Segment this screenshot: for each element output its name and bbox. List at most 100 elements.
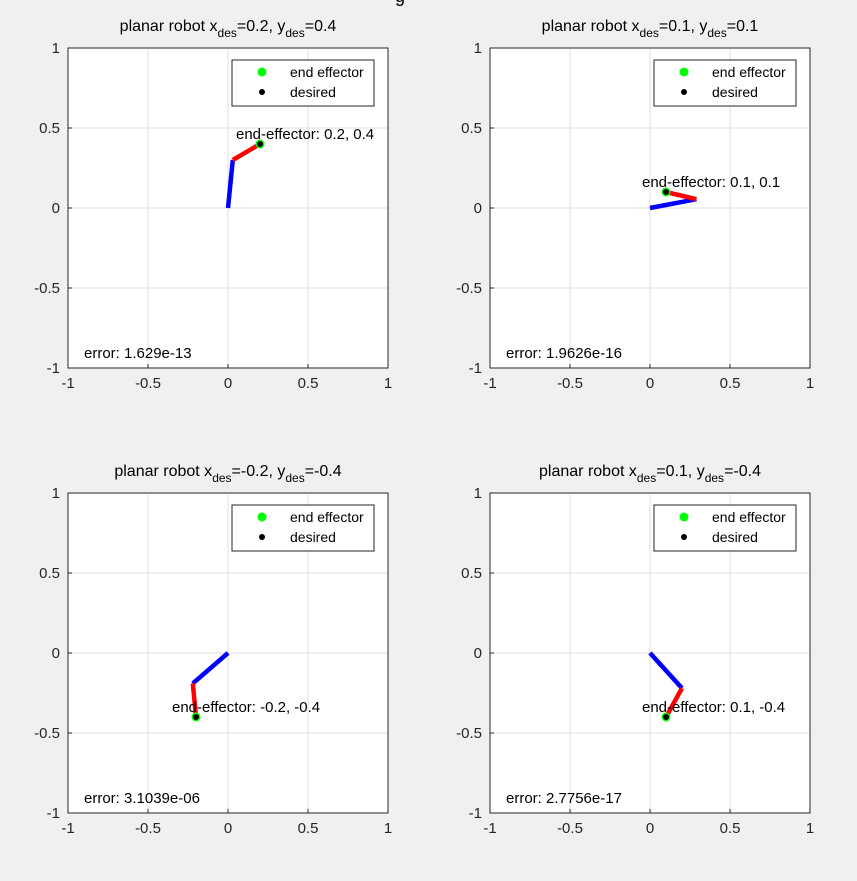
title-subscript: des bbox=[637, 471, 656, 485]
series-link2 bbox=[231, 142, 262, 162]
title-subscript: des bbox=[285, 471, 304, 485]
subplot-4: -1 -0.5 0 0.5 1 -1 -0.5 0 0.5 1 end-effector: 0.1,… bbox=[456, 463, 814, 837]
legend-box bbox=[231, 504, 375, 552]
series-link1 bbox=[648, 651, 684, 690]
y-tick-label: 1 bbox=[474, 40, 482, 57]
y-tick-label: 1 bbox=[52, 40, 60, 57]
legend: end effector desired bbox=[231, 59, 375, 107]
y-tick-label: 1 bbox=[474, 485, 482, 502]
end-effector-annotation: end-effector: 0.1, 0.1 bbox=[642, 174, 780, 191]
x-tick-label: 1 bbox=[806, 375, 814, 392]
y-tick-label: -0.5 bbox=[34, 725, 60, 742]
x-tick-label: -0.5 bbox=[135, 375, 161, 392]
series-link1 bbox=[225, 159, 236, 209]
legend-box bbox=[653, 504, 797, 552]
legend: end effector desired bbox=[653, 59, 797, 107]
title-part: =0.1, y bbox=[659, 18, 707, 35]
y-tick-label: -0.5 bbox=[34, 280, 60, 297]
subplot-title: planar robot xdes=0.1, ydes=0.1 bbox=[542, 18, 759, 40]
desired-marker bbox=[257, 141, 263, 147]
x-tick-label: 0 bbox=[646, 375, 654, 392]
title-part: =-0.4 bbox=[305, 463, 342, 480]
title-part: =0.1 bbox=[727, 18, 759, 35]
legend-entry-desired: desired bbox=[712, 529, 758, 545]
error-label: error: 2.7756e-17 bbox=[506, 790, 622, 807]
x-tick-label: 0.5 bbox=[720, 375, 741, 392]
legend-box bbox=[653, 59, 797, 107]
series-link2 bbox=[664, 687, 684, 719]
legend-entry-desired: desired bbox=[712, 84, 758, 100]
title-subscript: des bbox=[705, 471, 724, 485]
series-link2 bbox=[190, 683, 199, 718]
y-tick-label: 0.5 bbox=[39, 565, 60, 582]
legend-end-effector-icon bbox=[679, 512, 689, 522]
legend-box bbox=[231, 59, 375, 107]
x-tick-label: -0.5 bbox=[557, 820, 583, 837]
title-part: planar robot x bbox=[120, 18, 218, 35]
y-tick-label: 0.5 bbox=[461, 120, 482, 137]
y-tick-label: 0 bbox=[52, 645, 60, 662]
title-part: =0.2, y bbox=[237, 18, 285, 35]
series-link1 bbox=[191, 651, 230, 686]
subplot-title: planar robot xdes=0.2, ydes=0.4 bbox=[120, 18, 337, 40]
series-link1 bbox=[649, 196, 697, 211]
legend-entry-end-effector: end effector bbox=[290, 509, 364, 525]
y-tick-label: -1 bbox=[469, 805, 482, 822]
y-tick-label: -0.5 bbox=[456, 725, 482, 742]
legend-entry-desired: desired bbox=[290, 529, 336, 545]
y-tick-label: 0.5 bbox=[461, 565, 482, 582]
end-effector-annotation: end-effector: 0.2, 0.4 bbox=[236, 126, 374, 143]
title-part: =0.4 bbox=[305, 18, 337, 35]
x-tick-label: -0.5 bbox=[557, 375, 583, 392]
x-tick-label: -1 bbox=[483, 375, 496, 392]
legend-entry-end-effector: end effector bbox=[712, 64, 786, 80]
x-tick-label: -0.5 bbox=[135, 820, 161, 837]
title-part: =-0.4 bbox=[724, 463, 761, 480]
error-label: error: 1.9626e-16 bbox=[506, 345, 622, 362]
legend-desired-icon bbox=[681, 534, 687, 540]
x-tick-label: 1 bbox=[384, 375, 392, 392]
title-part: planar robot x bbox=[542, 18, 640, 35]
y-tick-label: -1 bbox=[47, 360, 60, 377]
legend-desired-icon bbox=[259, 89, 265, 95]
legend-end-effector-icon bbox=[679, 67, 689, 77]
legend: end effector desired bbox=[653, 504, 797, 552]
x-tick-label: 0.5 bbox=[298, 375, 319, 392]
x-tick-label: -1 bbox=[61, 820, 74, 837]
y-tick-label: -1 bbox=[47, 805, 60, 822]
subplot-1: -1 -0.5 0 0.5 1 -1 -0.5 0 0.5 1 end-effector: 0.2,… bbox=[34, 18, 392, 392]
legend-end-effector-icon bbox=[257, 67, 267, 77]
legend-entry-end-effector: end effector bbox=[712, 509, 786, 525]
desired-marker bbox=[663, 189, 669, 195]
title-subscript: des bbox=[707, 26, 726, 40]
legend-entry-desired: desired bbox=[290, 84, 336, 100]
title-part: planar robot x bbox=[539, 463, 637, 480]
x-tick-label: 0.5 bbox=[720, 820, 741, 837]
title-subscript: des bbox=[218, 26, 237, 40]
x-tick-label: -1 bbox=[483, 820, 496, 837]
x-tick-label: 1 bbox=[384, 820, 392, 837]
x-tick-label: 0 bbox=[646, 820, 654, 837]
title-subscript: des bbox=[212, 471, 231, 485]
subplot-3: -1 -0.5 0 0.5 1 -1 -0.5 0 0.5 1 end-effector: -0.2… bbox=[34, 463, 392, 837]
x-tick-label: 0.5 bbox=[298, 820, 319, 837]
subplot-title: planar robot xdes=-0.2, ydes=-0.4 bbox=[114, 463, 341, 485]
subplot-title: planar robot xdes=0.1, ydes=-0.4 bbox=[539, 463, 761, 485]
title-subscript: des bbox=[285, 26, 304, 40]
y-tick-label: -1 bbox=[469, 360, 482, 377]
title-subscript: des bbox=[640, 26, 659, 40]
x-tick-label: 1 bbox=[806, 820, 814, 837]
legend-end-effector-icon bbox=[257, 512, 267, 522]
series-link2 bbox=[665, 189, 697, 202]
x-tick-label: 0 bbox=[224, 375, 232, 392]
error-label: error: 1.629e-13 bbox=[84, 345, 192, 362]
legend-desired-icon bbox=[681, 89, 687, 95]
figure-title-fragment: g bbox=[395, 0, 405, 6]
error-label: error: 3.1039e-06 bbox=[84, 790, 200, 807]
legend-entry-end-effector: end effector bbox=[290, 64, 364, 80]
title-part: =0.1, y bbox=[656, 463, 704, 480]
subplot-2: -1 -0.5 0 0.5 1 -1 -0.5 0 0.5 1 end-effector: 0.1,… bbox=[456, 18, 814, 392]
title-part: planar robot x bbox=[114, 463, 212, 480]
y-tick-label: 0.5 bbox=[39, 120, 60, 137]
